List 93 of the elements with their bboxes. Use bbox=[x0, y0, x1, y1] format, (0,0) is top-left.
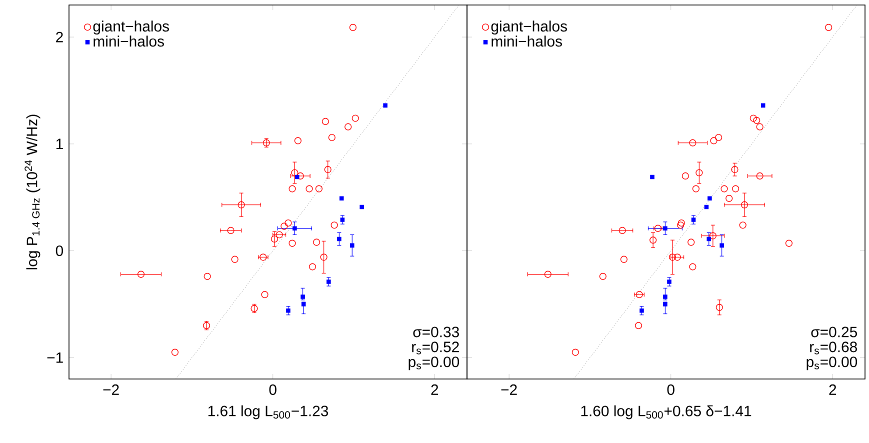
point bbox=[330, 222, 338, 229]
point bbox=[261, 291, 268, 298]
point bbox=[352, 114, 359, 122]
legend-label: giant−halos bbox=[93, 20, 169, 35]
point bbox=[674, 254, 681, 261]
point bbox=[339, 196, 344, 201]
point bbox=[825, 24, 832, 31]
point bbox=[322, 118, 329, 126]
point bbox=[678, 219, 685, 227]
point bbox=[544, 270, 552, 278]
point bbox=[732, 185, 740, 192]
point bbox=[650, 174, 654, 180]
point bbox=[337, 236, 342, 242]
point bbox=[753, 116, 760, 124]
point bbox=[227, 226, 234, 234]
point bbox=[326, 280, 331, 284]
point bbox=[231, 256, 238, 263]
y-axis-title: log P$_{1.4 GHz}$ (10$^{24}$ W/Hz) bbox=[24, 114, 40, 270]
point bbox=[340, 218, 345, 222]
annotation: σ=0.25 bbox=[811, 326, 858, 338]
point bbox=[350, 243, 354, 248]
point bbox=[238, 201, 245, 208]
point bbox=[599, 272, 606, 280]
y-tick-label: 1 bbox=[56, 138, 63, 150]
point bbox=[689, 263, 696, 270]
point bbox=[682, 172, 689, 180]
point bbox=[308, 263, 316, 270]
point bbox=[344, 123, 352, 130]
x-axis-title: 1.61 log L$_{500}$−1.23 bbox=[208, 405, 328, 420]
x-tick-label: 2 bbox=[829, 384, 836, 395]
legend-label: mini−halos bbox=[492, 36, 562, 47]
point bbox=[328, 134, 336, 142]
point bbox=[720, 243, 724, 248]
point bbox=[620, 256, 628, 263]
y-tick-label: 2 bbox=[56, 32, 63, 42]
point bbox=[260, 254, 267, 261]
point bbox=[708, 196, 712, 201]
point bbox=[296, 172, 304, 180]
point bbox=[716, 304, 723, 311]
point bbox=[688, 238, 695, 246]
x-tick-label: 2 bbox=[431, 384, 438, 395]
point bbox=[667, 280, 672, 284]
point bbox=[280, 222, 288, 230]
legend-label: mini−halos bbox=[94, 36, 164, 47]
point bbox=[324, 166, 332, 174]
annotation: r$_{s}$=0.52 bbox=[412, 342, 459, 354]
annotation: p$_{s}$=0.00 bbox=[408, 356, 460, 370]
legend-label: giant−halos bbox=[491, 20, 567, 35]
point bbox=[710, 137, 718, 144]
point bbox=[720, 185, 728, 192]
point bbox=[572, 348, 579, 356]
point bbox=[760, 103, 766, 108]
point bbox=[740, 201, 748, 208]
y-tick-label: 0 bbox=[56, 245, 64, 256]
point bbox=[689, 139, 696, 146]
point bbox=[756, 172, 764, 180]
point bbox=[360, 204, 364, 210]
point bbox=[726, 194, 733, 202]
point bbox=[292, 226, 297, 230]
point bbox=[634, 322, 642, 330]
point bbox=[306, 185, 313, 192]
point bbox=[284, 219, 292, 227]
point bbox=[618, 226, 626, 234]
point bbox=[294, 174, 300, 180]
point bbox=[291, 169, 298, 176]
point bbox=[706, 236, 712, 242]
point bbox=[315, 185, 323, 192]
point bbox=[137, 270, 145, 278]
point bbox=[171, 348, 179, 356]
x-tick-label: 0 bbox=[269, 384, 276, 395]
point bbox=[349, 24, 356, 31]
annotation: r$_{s}$=0.68 bbox=[810, 342, 857, 354]
point bbox=[696, 169, 703, 176]
annotation: σ=0.33 bbox=[413, 326, 459, 338]
point bbox=[320, 254, 328, 261]
point bbox=[650, 236, 657, 244]
point bbox=[750, 114, 757, 122]
x-axis-title: 1.60 log L$_{500}$+0.65 δ−1.41 bbox=[581, 405, 752, 420]
point bbox=[715, 134, 722, 142]
point bbox=[785, 240, 793, 247]
point bbox=[756, 123, 764, 130]
point bbox=[383, 103, 388, 108]
y-tick-label: −1 bbox=[47, 352, 63, 363]
annotation: p$_{s}$=0.00 bbox=[806, 356, 858, 370]
point bbox=[731, 166, 738, 174]
point bbox=[294, 137, 302, 144]
point bbox=[691, 218, 696, 222]
x-tick-label: −2 bbox=[103, 384, 119, 395]
x-tick-label: 0 bbox=[667, 384, 674, 395]
point bbox=[204, 272, 211, 280]
point bbox=[288, 240, 296, 247]
point bbox=[739, 222, 746, 229]
x-tick-label: −2 bbox=[501, 384, 517, 395]
